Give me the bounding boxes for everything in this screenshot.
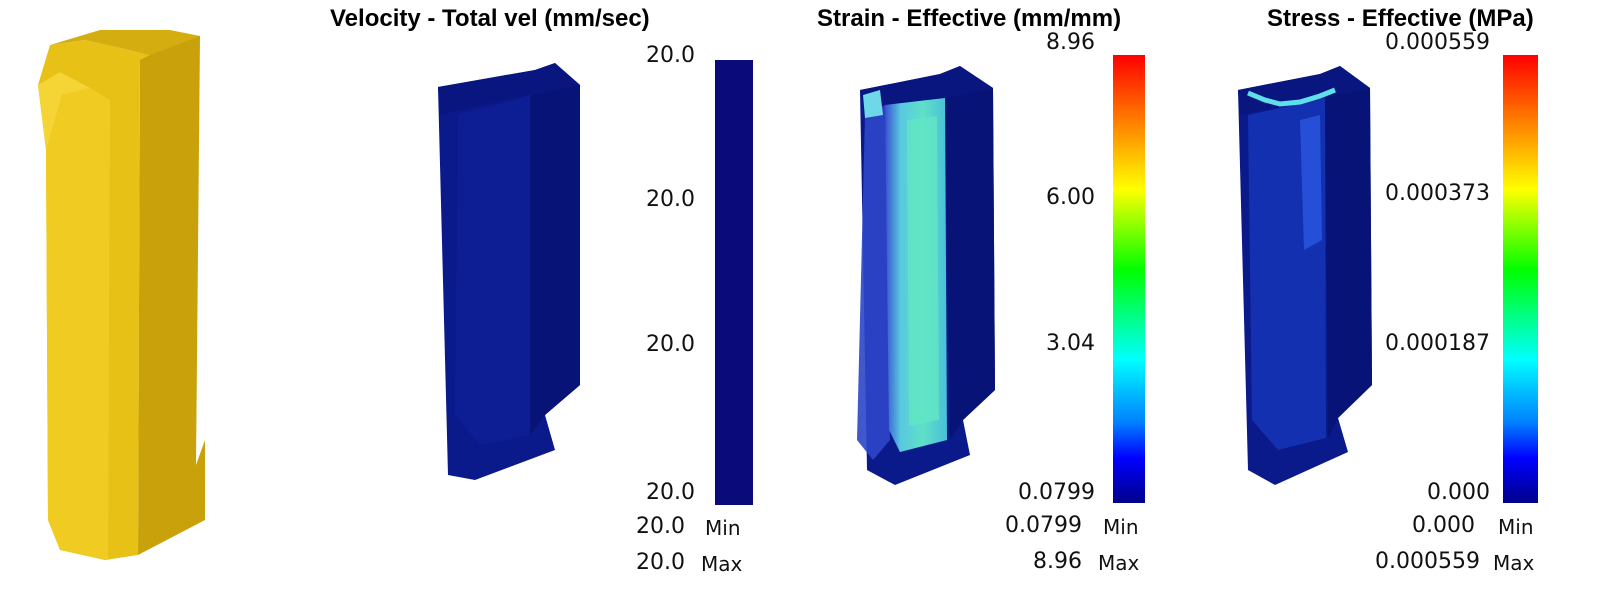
- stress-tick-label: 0.000559: [1385, 30, 1490, 55]
- strain-tick-label: 0.0799: [1018, 480, 1095, 505]
- stress-min-label: Min: [1498, 515, 1534, 539]
- strain-tick-label: 8.96: [1046, 30, 1095, 55]
- strain-panel-title: Strain - Effective (mm/mm): [817, 5, 1122, 32]
- stress-min-value: 0.000: [1412, 513, 1475, 538]
- strain-max-value: 8.96: [1033, 549, 1082, 574]
- stress-panel-title: Stress - Effective (MPa): [1267, 5, 1534, 32]
- velocity-panel-title: Velocity - Total vel (mm/sec): [330, 5, 650, 32]
- strain-min-value: 0.0799: [1005, 513, 1082, 538]
- velocity-tick-label: 20.0: [646, 480, 695, 505]
- velocity-max-value: 20.0: [636, 550, 685, 575]
- stress-tick-label: 0.000373: [1385, 181, 1490, 206]
- velocity-part-model: [438, 63, 580, 480]
- stress-tick-label: 0.000: [1427, 480, 1490, 505]
- gold-part-model: [38, 30, 205, 560]
- velocity-min-label: Min: [705, 516, 741, 540]
- velocity-tick-label: 20.0: [646, 187, 695, 212]
- strain-tick-label: 3.04: [1046, 331, 1095, 356]
- strain-tick-label: 6.00: [1046, 185, 1095, 210]
- stress-max-label: Max: [1493, 551, 1535, 575]
- stress-max-value: 0.000559: [1375, 549, 1480, 574]
- stress-color-scale-bar: [1503, 55, 1538, 503]
- strain-min-label: Min: [1103, 515, 1139, 539]
- velocity-max-label: Max: [701, 552, 743, 576]
- velocity-min-value: 20.0: [636, 514, 685, 539]
- velocity-tick-label: 20.0: [646, 332, 695, 357]
- stress-tick-label: 0.000187: [1385, 331, 1490, 356]
- stress-part-model: [1238, 66, 1372, 485]
- velocity-tick-label: 20.0: [646, 43, 695, 68]
- strain-max-label: Max: [1098, 551, 1140, 575]
- velocity-color-scale-bar: [715, 60, 753, 505]
- strain-color-scale-bar: [1113, 55, 1145, 503]
- strain-part-model: [857, 66, 995, 485]
